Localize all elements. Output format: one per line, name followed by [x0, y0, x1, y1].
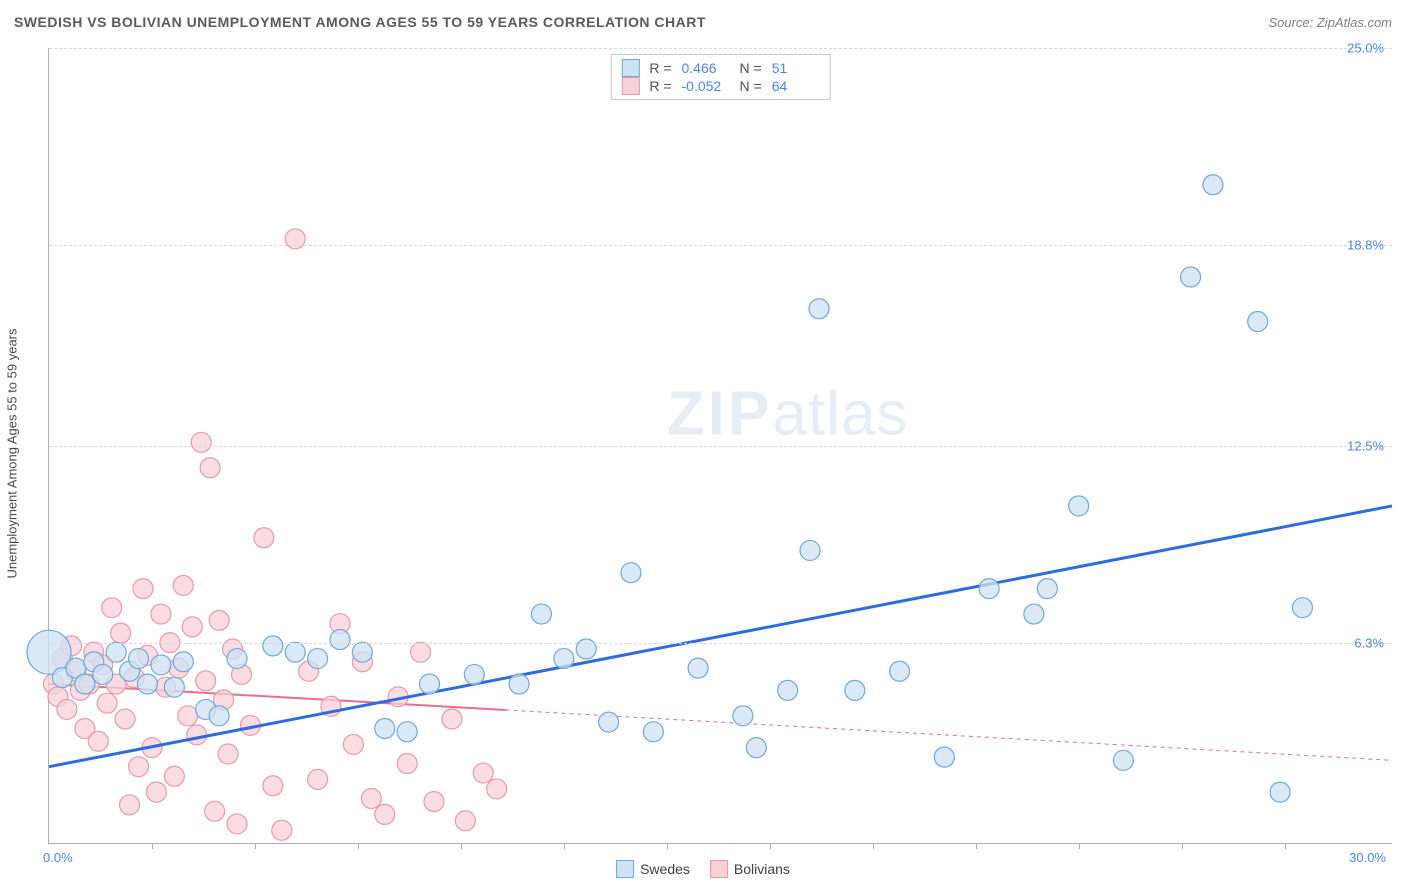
x-tick: [1079, 843, 1080, 849]
x-tick: [461, 843, 462, 849]
stat-n-label: N =: [740, 60, 762, 76]
x-tick: [255, 843, 256, 849]
stats-box: R = 0.466 N = 51 R = -0.052 N = 64: [610, 54, 830, 100]
stat-n-swedes: 51: [772, 60, 820, 76]
gridline: [49, 446, 1392, 447]
stat-r-label: R =: [649, 60, 671, 76]
stat-n-bolivians: 64: [772, 78, 820, 94]
x-tick: [770, 843, 771, 849]
legend: Swedes Bolivians: [616, 860, 790, 878]
y-tick-label: 18.8%: [1347, 238, 1384, 253]
x-tick: [976, 843, 977, 849]
gridline: [49, 643, 1392, 644]
x-tick: [1182, 843, 1183, 849]
y-axis-label: Unemployment Among Ages 55 to 59 years: [5, 328, 20, 578]
stat-r-label: R =: [649, 78, 671, 94]
plot-area: ZIPatlas R = 0.466 N = 51 R = -0.052 N =…: [48, 48, 1392, 844]
source-attribution: Source: ZipAtlas.com: [1268, 15, 1392, 30]
plot-container: ZIPatlas R = 0.466 N = 51 R = -0.052 N =…: [48, 48, 1392, 844]
legend-swatch-bolivians: [710, 860, 728, 878]
gridline: [49, 48, 1392, 49]
x-tick: [667, 843, 668, 849]
legend-label-bolivians: Bolivians: [734, 861, 790, 877]
stats-row-bolivians: R = -0.052 N = 64: [621, 77, 819, 95]
x-min-label: 0.0%: [43, 850, 73, 865]
legend-swatch-swedes: [616, 860, 634, 878]
x-tick: [358, 843, 359, 849]
x-tick: [873, 843, 874, 849]
x-tick: [152, 843, 153, 849]
header: SWEDISH VS BOLIVIAN UNEMPLOYMENT AMONG A…: [14, 14, 1392, 30]
x-tick: [1285, 843, 1286, 849]
stat-r-swedes: 0.466: [682, 60, 730, 76]
swatch-bolivians: [621, 77, 639, 95]
x-max-label: 30.0%: [1349, 850, 1386, 865]
swatch-swedes: [621, 59, 639, 77]
legend-item-bolivians: Bolivians: [710, 860, 790, 878]
y-tick-label: 12.5%: [1347, 438, 1384, 453]
chart-title: SWEDISH VS BOLIVIAN UNEMPLOYMENT AMONG A…: [14, 14, 706, 30]
legend-label-swedes: Swedes: [640, 861, 690, 877]
legend-item-swedes: Swedes: [616, 860, 690, 878]
gridline: [49, 245, 1392, 246]
stats-row-swedes: R = 0.466 N = 51: [621, 59, 819, 77]
y-tick-label: 6.3%: [1354, 635, 1384, 650]
x-tick: [564, 843, 565, 849]
y-tick-label: 25.0%: [1347, 41, 1384, 56]
stat-n-label: N =: [740, 78, 762, 94]
stat-r-bolivians: -0.052: [682, 78, 730, 94]
